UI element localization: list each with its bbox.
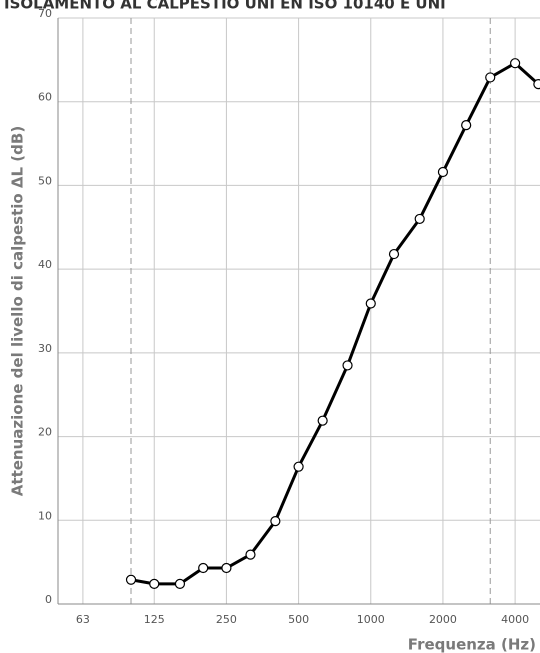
data-point (437, 166, 449, 178)
data-point (270, 516, 281, 527)
data-point (125, 574, 137, 585)
data-point (245, 549, 256, 560)
data-point (365, 298, 376, 309)
x-axis-label: Frequenza (Hz) (408, 636, 536, 653)
y-tick-label: 10 (38, 509, 52, 522)
x-tick-label: 1000 (357, 613, 385, 626)
data-point (461, 120, 472, 131)
x-tick-label: 500 (288, 613, 309, 626)
data-point (174, 578, 186, 590)
y-tick-label: 50 (38, 174, 52, 187)
data-line (130, 61, 540, 586)
data-point (510, 58, 521, 69)
x-tick-label: 2000 (429, 613, 457, 626)
data-point (533, 79, 540, 90)
data-point (414, 213, 425, 225)
data-point (149, 578, 160, 590)
data-point (485, 72, 496, 83)
data-point (198, 562, 209, 574)
y-tick-label: 30 (38, 342, 52, 355)
x-tick-label: 4000 (501, 613, 529, 626)
data-point (293, 461, 304, 472)
chart-title: ISOLAMENTO AL CALPESTIO UNI EN ISO 10140… (4, 0, 446, 13)
y-tick-label: 20 (38, 426, 52, 439)
y-tick-label: 70 (38, 7, 52, 20)
y-tick-label: 60 (38, 91, 52, 104)
data-point (317, 415, 328, 426)
y-tick-label: 0 (45, 593, 52, 606)
data-point (342, 360, 353, 371)
y-axis-label: Attenuazione del livello di calpestio ΔL… (9, 126, 27, 496)
x-tick-label: 125 (144, 613, 165, 626)
x-tick-label: 63 (76, 613, 90, 626)
x-tick-label: 250 (216, 613, 237, 626)
data-point (388, 248, 400, 260)
y-tick-label: 40 (38, 258, 52, 271)
data-point (221, 562, 232, 574)
